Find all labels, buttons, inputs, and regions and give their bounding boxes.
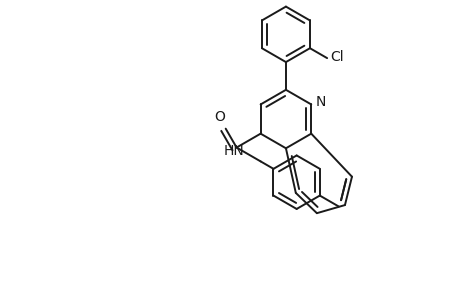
Text: O: O bbox=[213, 110, 224, 124]
Text: Cl: Cl bbox=[330, 50, 343, 64]
Text: HN: HN bbox=[224, 145, 244, 158]
Text: N: N bbox=[314, 95, 325, 110]
